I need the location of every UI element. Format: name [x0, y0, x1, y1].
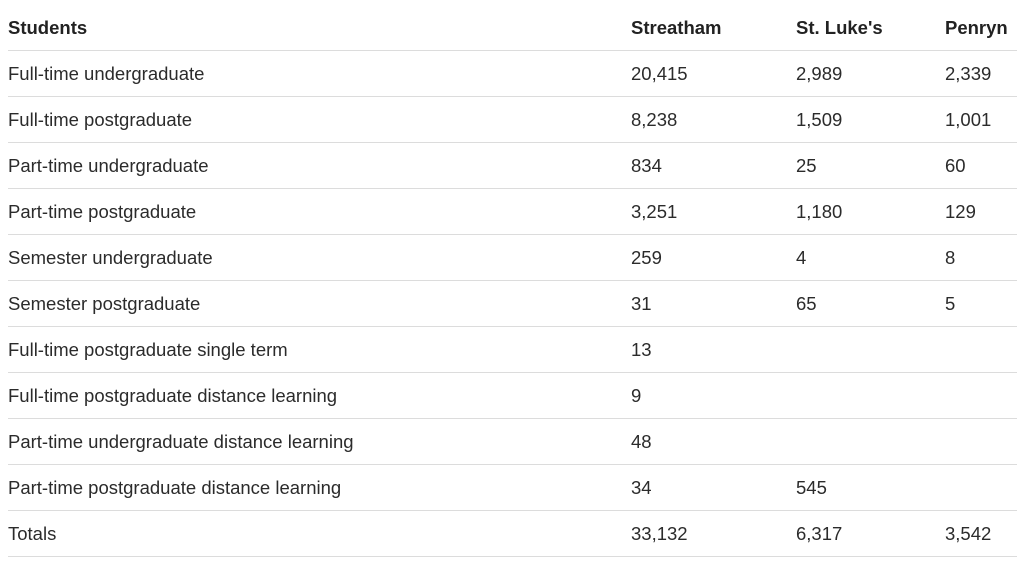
cell-st-lukes: 545: [796, 464, 945, 511]
cell-st-lukes: [796, 326, 945, 373]
cell-streatham: 33,132: [631, 510, 796, 557]
table-row: Semester postgraduate 31 65 5: [8, 280, 1017, 327]
table-row: Full-time postgraduate single term 13: [8, 326, 1017, 373]
cell-penryn: [945, 326, 1017, 373]
cell-st-lukes: 65: [796, 280, 945, 327]
cell-st-lukes: 25: [796, 142, 945, 189]
cell-penryn: 2,339: [945, 50, 1017, 97]
row-label: Full-time undergraduate: [8, 50, 631, 97]
cell-st-lukes: 6,317: [796, 510, 945, 557]
header-penryn: Penryn: [945, 6, 1017, 51]
cell-streatham: 259: [631, 234, 796, 281]
cell-streatham: 3,251: [631, 188, 796, 235]
cell-st-lukes: 2,989: [796, 50, 945, 97]
table-row: Full-time postgraduate distance learning…: [8, 372, 1017, 419]
row-label: Part-time undergraduate: [8, 142, 631, 189]
cell-streatham: 20,415: [631, 50, 796, 97]
row-label: Part-time undergraduate distance learnin…: [8, 418, 631, 465]
cell-penryn: 5: [945, 280, 1017, 327]
totals-row: Totals 33,132 6,317 3,542: [8, 510, 1017, 557]
cell-st-lukes: 1,509: [796, 96, 945, 143]
row-label: Totals: [8, 510, 631, 557]
header-streatham: Streatham: [631, 6, 796, 51]
cell-st-lukes: 4: [796, 234, 945, 281]
cell-streatham: 31: [631, 280, 796, 327]
row-label: Full-time postgraduate: [8, 96, 631, 143]
table-row: Full-time undergraduate 20,415 2,989 2,3…: [8, 50, 1017, 97]
cell-penryn: [945, 372, 1017, 419]
row-label: Part-time postgraduate: [8, 188, 631, 235]
table-row: Semester undergraduate 259 4 8: [8, 234, 1017, 281]
cell-streatham: 48: [631, 418, 796, 465]
students-table: Students Streatham St. Luke's Penryn Ful…: [8, 6, 1017, 557]
cell-st-lukes: [796, 418, 945, 465]
cell-st-lukes: [796, 372, 945, 419]
table-row: Part-time postgraduate distance learning…: [8, 464, 1017, 511]
cell-penryn: 3,542: [945, 510, 1017, 557]
cell-streatham: 34: [631, 464, 796, 511]
cell-penryn: 8: [945, 234, 1017, 281]
table-row: Part-time postgraduate 3,251 1,180 129: [8, 188, 1017, 235]
row-label: Full-time postgraduate single term: [8, 326, 631, 373]
row-label: Semester postgraduate: [8, 280, 631, 327]
table-row: Full-time postgraduate 8,238 1,509 1,001: [8, 96, 1017, 143]
table-row: Part-time undergraduate 834 25 60: [8, 142, 1017, 189]
table-row: Part-time undergraduate distance learnin…: [8, 418, 1017, 465]
table-header-row: Students Streatham St. Luke's Penryn: [8, 6, 1017, 51]
row-label: Part-time postgraduate distance learning: [8, 464, 631, 511]
cell-streatham: 9: [631, 372, 796, 419]
cell-streatham: 834: [631, 142, 796, 189]
cell-penryn: 1,001: [945, 96, 1017, 143]
cell-penryn: 60: [945, 142, 1017, 189]
cell-streatham: 13: [631, 326, 796, 373]
cell-streatham: 8,238: [631, 96, 796, 143]
cell-penryn: [945, 464, 1017, 511]
row-label: Semester undergraduate: [8, 234, 631, 281]
cell-st-lukes: 1,180: [796, 188, 945, 235]
cell-penryn: [945, 418, 1017, 465]
header-students: Students: [8, 6, 631, 51]
header-st-lukes: St. Luke's: [796, 6, 945, 51]
row-label: Full-time postgraduate distance learning: [8, 372, 631, 419]
cell-penryn: 129: [945, 188, 1017, 235]
